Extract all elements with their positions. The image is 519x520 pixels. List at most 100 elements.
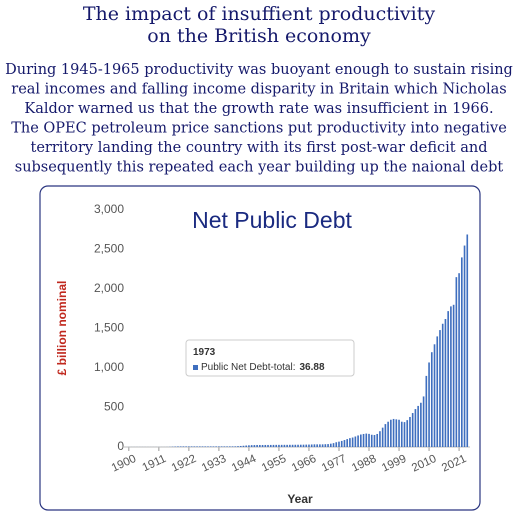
bar xyxy=(193,446,196,447)
bar xyxy=(278,444,280,447)
bar xyxy=(261,444,264,447)
bar xyxy=(452,304,455,447)
bar xyxy=(441,323,444,447)
bar xyxy=(297,444,299,447)
bar xyxy=(215,446,217,447)
bar xyxy=(196,446,198,447)
bar xyxy=(201,446,204,447)
bar xyxy=(212,446,215,447)
bar xyxy=(250,445,253,447)
bar xyxy=(327,444,329,447)
bar xyxy=(398,419,400,447)
bar xyxy=(223,446,226,447)
bar xyxy=(406,420,409,447)
bar xyxy=(177,446,179,447)
bar xyxy=(450,306,452,447)
paragraph-line: The OPEC petroleum price sanctions put p… xyxy=(11,121,507,137)
header-title: on the British economy xyxy=(147,25,371,47)
y-tick-label: 500 xyxy=(104,400,124,414)
bar xyxy=(400,421,403,447)
y-tick-label: 1,500 xyxy=(94,321,124,335)
bar xyxy=(269,444,272,447)
tooltip-box xyxy=(185,339,355,377)
bar xyxy=(289,444,291,447)
bar xyxy=(414,409,417,447)
paragraph-line: subsequently this repeated each year bui… xyxy=(15,160,504,176)
bar xyxy=(291,444,294,447)
bar xyxy=(354,436,357,447)
bar xyxy=(302,444,305,447)
bar xyxy=(305,444,308,447)
bar xyxy=(231,446,234,447)
bar xyxy=(403,422,406,447)
bar xyxy=(417,405,419,447)
bar xyxy=(294,444,297,447)
bar xyxy=(280,444,283,447)
y-axis-label: £ billion nominal xyxy=(55,281,69,376)
tooltip-swatch xyxy=(193,365,198,370)
tooltip: 1973 Public Net Debt-total: 36.88 xyxy=(185,339,355,377)
bar xyxy=(190,446,193,447)
x-axis-label: Year xyxy=(287,492,313,506)
bar xyxy=(384,424,387,447)
bar xyxy=(436,336,439,447)
bar xyxy=(209,446,212,447)
header-title: The impact of insuffient productivity xyxy=(83,3,436,25)
bar xyxy=(256,444,258,447)
bar xyxy=(324,444,327,447)
bar xyxy=(267,444,269,447)
bar xyxy=(360,434,362,447)
bar xyxy=(381,427,384,447)
bar xyxy=(433,344,436,447)
bar xyxy=(343,440,346,447)
y-tick-label: 2,000 xyxy=(94,281,124,295)
bar xyxy=(346,439,348,447)
bar xyxy=(430,352,433,447)
bar xyxy=(428,362,430,447)
tooltip-label: Public Net Debt-total: xyxy=(201,362,296,373)
bar xyxy=(245,445,248,447)
bar xyxy=(313,444,316,447)
bar xyxy=(248,445,250,447)
bar xyxy=(182,446,185,447)
y-tick-label: 0 xyxy=(117,439,124,453)
bar xyxy=(275,444,278,447)
bar xyxy=(321,444,324,447)
bar xyxy=(228,446,231,447)
bar xyxy=(329,443,332,447)
bar xyxy=(365,433,368,447)
bar xyxy=(447,311,449,447)
bar xyxy=(368,433,370,447)
bar xyxy=(242,445,245,447)
bar xyxy=(379,431,381,447)
bar xyxy=(390,419,392,447)
tooltip-value: 36.88 xyxy=(300,362,325,373)
paragraph-line: Kaldor warned us that the growth rate wa… xyxy=(24,101,493,117)
bar xyxy=(308,444,310,447)
paragraph-line: real incomes and falling income disparit… xyxy=(11,82,506,98)
bar xyxy=(376,433,379,447)
bar xyxy=(264,444,267,447)
bar xyxy=(188,446,190,447)
bar xyxy=(455,277,458,447)
bar xyxy=(283,444,286,447)
bar xyxy=(362,433,365,447)
bar xyxy=(286,444,288,447)
bar xyxy=(204,446,207,447)
bar xyxy=(185,446,187,447)
bar xyxy=(466,234,469,447)
bar xyxy=(349,438,351,447)
bar xyxy=(340,440,343,447)
bar xyxy=(395,419,398,447)
bar xyxy=(460,257,463,447)
bar xyxy=(370,434,373,447)
y-tick-label: 1,000 xyxy=(94,360,124,374)
bar xyxy=(179,446,182,447)
bar xyxy=(392,418,395,447)
bar xyxy=(319,444,321,447)
bar xyxy=(239,445,242,447)
bar xyxy=(357,435,359,447)
bar xyxy=(373,434,376,447)
bar xyxy=(237,446,239,447)
